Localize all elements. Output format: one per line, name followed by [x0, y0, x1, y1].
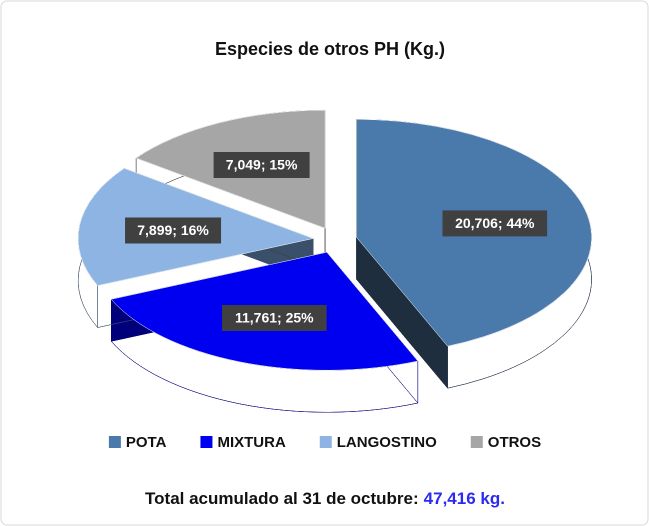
data-label-bg [213, 151, 310, 178]
legend-label: LANGOSTINO [337, 434, 437, 451]
legend: POTA MIXTURA LANGOSTINO OTROS [108, 434, 541, 451]
data-label: 7,899; 16% [137, 222, 209, 238]
data-label-bg [222, 304, 327, 331]
data-label: 7,049; 15% [226, 157, 298, 173]
legend-swatch [108, 436, 121, 448]
legend-item: LANGOSTINO [319, 434, 437, 451]
legend-swatch [200, 436, 213, 448]
data-labels: 20,706; 44% 11,761; 25% 7,899; 16% 7,049; 1… [125, 151, 548, 331]
data-label: 11,761; 25% [235, 310, 314, 326]
legend-item: OTROS [470, 434, 541, 451]
legend-label: MIXTURA [217, 434, 285, 451]
legend-swatch [470, 436, 483, 448]
data-label-bg [442, 210, 548, 237]
legend-label: POTA [126, 434, 167, 451]
footer: Total acumulado al 31 de octubre: 47,416 … [145, 489, 505, 508]
chart-title: Especies de otros PH (Kg.) [215, 39, 445, 59]
data-label-bg [125, 217, 222, 244]
legend-label: OTROS [488, 434, 541, 451]
footer-text: Total acumulado al 31 de octubre: [145, 489, 419, 508]
legend-swatch [319, 436, 332, 448]
footer-total: 47,416 kg. [424, 489, 505, 508]
data-label: 20,706; 44% [455, 215, 535, 231]
legend-item: POTA [108, 434, 167, 451]
legend-item: MIXTURA [200, 434, 286, 451]
